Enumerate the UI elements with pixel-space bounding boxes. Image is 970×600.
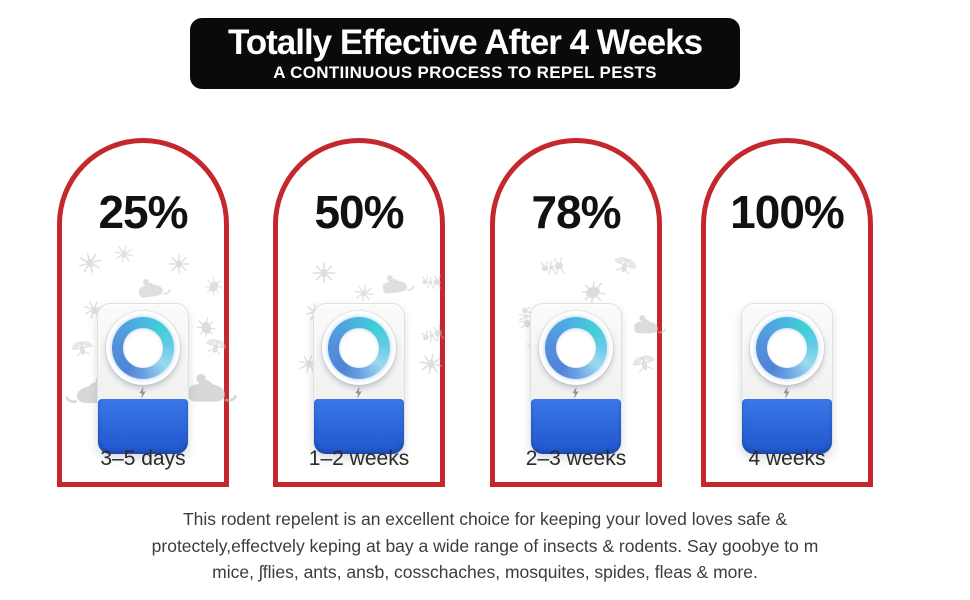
banner-subtitle: A CONTIINUOUS PROCESS TO REPEL PESTS xyxy=(273,63,657,82)
device-ring-hole xyxy=(556,328,596,368)
device-ring-hole xyxy=(123,328,163,368)
ant-pest-icon xyxy=(418,320,449,351)
mouse-pest-icon xyxy=(376,264,419,299)
fly-pest-icon xyxy=(608,248,641,281)
device-blue-base xyxy=(314,399,404,454)
fly-pest-icon xyxy=(628,347,660,379)
ant-pest-icon xyxy=(421,271,443,293)
repeller-device xyxy=(741,303,833,455)
device-ring-hole xyxy=(339,328,379,368)
stage-percent: 78% xyxy=(531,186,621,238)
device-led-ring-icon xyxy=(328,317,390,379)
splat-pest-icon xyxy=(417,350,445,378)
lightning-bolt-icon xyxy=(139,386,146,399)
stage-arch-100-percent: 100% 4 weeks xyxy=(701,138,873,487)
stage-percent: 100% xyxy=(730,186,845,238)
device-led-ring-icon xyxy=(756,317,818,379)
splat-pest-icon xyxy=(312,261,336,285)
splat-pest-icon xyxy=(168,253,190,275)
mouse-pest-icon xyxy=(132,268,175,303)
splat-pest-icon xyxy=(75,248,104,277)
device-led-ring-icon xyxy=(545,317,607,379)
banner-title: Totally Effective After 4 Weeks xyxy=(227,23,703,62)
device-ring-hole xyxy=(767,328,807,368)
description-line-2: protectely,effectvely keping at bay a wi… xyxy=(151,535,819,556)
splat-pest-icon xyxy=(112,242,136,266)
device-ring-plate xyxy=(750,311,824,385)
stage-duration-label: 2–3 weeks xyxy=(525,447,627,470)
device-ring-plate xyxy=(106,311,180,385)
stage-duration-label: 1–2 weeks xyxy=(308,447,410,470)
ant-pest-icon xyxy=(538,252,568,282)
description-line-3: mice, ʃflies, ants, ansƅ, cosschaches, m… xyxy=(212,562,758,582)
title-banner: Totally Effective After 4 Weeks A CONTII… xyxy=(190,18,740,89)
splat-pest-icon xyxy=(352,281,375,304)
repeller-device xyxy=(313,303,405,455)
stage-duration-label: 3–5 days xyxy=(100,447,186,470)
lightning-bolt-icon xyxy=(572,386,579,399)
mouse-pest-icon xyxy=(182,363,242,409)
fly-pest-icon xyxy=(201,331,230,360)
description-paragraph: This rodent repelent is an excellent cho… xyxy=(0,506,970,586)
device-ring-plate xyxy=(322,311,396,385)
roach-pest-icon xyxy=(201,273,228,300)
device-blue-base xyxy=(531,399,621,454)
repeller-device xyxy=(530,303,622,455)
lightning-bolt-icon xyxy=(355,386,362,399)
fly-pest-icon xyxy=(68,334,96,362)
device-blue-base xyxy=(742,399,832,454)
stage-duration-label: 4 weeks xyxy=(748,447,826,470)
device-led-ring-icon xyxy=(112,317,174,379)
mouse-pest-icon xyxy=(630,308,669,338)
stage-percent: 50% xyxy=(314,186,404,238)
lightning-bolt-icon xyxy=(783,386,790,399)
repeller-device xyxy=(97,303,189,455)
stage-arch-78-percent: 78% 2–3 weeks xyxy=(490,138,662,487)
description-line-1: This rodent repelent is an excellent cho… xyxy=(182,509,788,529)
stage-arch-25-percent: 25% 3–5 days xyxy=(57,138,229,487)
device-ring-plate xyxy=(539,311,613,385)
stage-arch-50-percent: 50% 1–2 weeks xyxy=(273,138,445,487)
device-blue-base xyxy=(98,399,188,454)
roach-pest-icon xyxy=(192,313,220,341)
stage-percent: 25% xyxy=(98,186,188,238)
